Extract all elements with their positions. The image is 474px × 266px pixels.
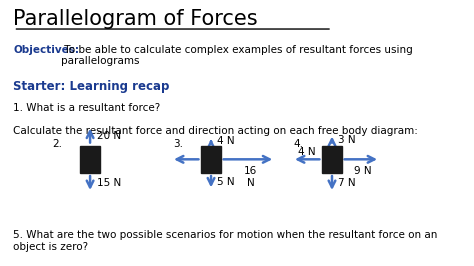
Text: Calculate the resultant force and direction acting on each free body diagram:: Calculate the resultant force and direct…	[13, 126, 419, 136]
Text: 9 N: 9 N	[354, 166, 372, 176]
Text: 4.: 4.	[294, 139, 304, 148]
Text: 2.: 2.	[52, 139, 62, 148]
Text: Parallelogram of Forces: Parallelogram of Forces	[13, 9, 258, 29]
Text: 3 N: 3 N	[338, 135, 356, 145]
Text: 5 N: 5 N	[218, 177, 235, 187]
Text: Objectives:: Objectives:	[13, 45, 80, 55]
Text: 5. What are the two possible scenarios for motion when the resultant force on an: 5. What are the two possible scenarios f…	[13, 230, 438, 252]
Text: Starter: Learning recap: Starter: Learning recap	[13, 80, 170, 93]
Text: 20 N: 20 N	[97, 131, 121, 141]
Bar	[322, 146, 342, 173]
Text: To be able to calculate complex examples of resultant forces using
parallelogram: To be able to calculate complex examples…	[61, 45, 413, 66]
Text: 1. What is a resultant force?: 1. What is a resultant force?	[13, 103, 161, 113]
Text: 16
N: 16 N	[244, 166, 257, 188]
Text: 7 N: 7 N	[338, 178, 356, 188]
Text: 4 N: 4 N	[299, 147, 316, 157]
Text: 15 N: 15 N	[97, 178, 121, 188]
Text: 3.: 3.	[173, 139, 183, 148]
Bar	[201, 146, 221, 173]
Bar	[81, 146, 100, 173]
Text: 4 N: 4 N	[218, 136, 235, 146]
